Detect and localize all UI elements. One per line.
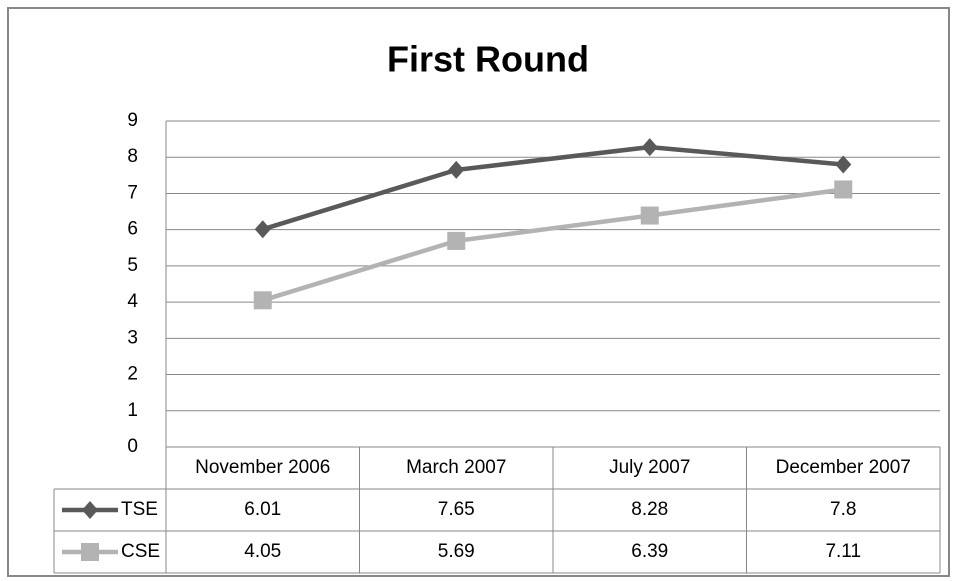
series-line [262, 187, 844, 303]
y-tick-label: 7 [127, 182, 138, 203]
data-point [447, 231, 466, 250]
chart-frame [7, 7, 950, 577]
table-value: 8.28 [631, 499, 668, 520]
series-line [262, 144, 844, 232]
x-tick-label: July 2007 [609, 457, 690, 478]
chart-title: First Round [387, 39, 589, 80]
x-tick-label: March 2007 [406, 457, 506, 478]
y-tick-label: 3 [127, 327, 138, 348]
legend-marker [82, 501, 98, 519]
legend-label: CSE [121, 541, 160, 562]
table-value: 7.65 [438, 499, 475, 520]
data-point [640, 206, 659, 225]
data-point [253, 291, 272, 310]
data-point [834, 180, 853, 199]
y-tick-label: 8 [127, 146, 138, 167]
table-value: 5.69 [438, 541, 475, 562]
y-tick-label: 4 [127, 291, 138, 312]
table-value: 7.8 [830, 499, 856, 520]
data-point [641, 138, 658, 157]
table-value: 7.11 [825, 541, 861, 562]
x-tick-label: November 2006 [195, 457, 330, 478]
table-value: 6.39 [631, 541, 668, 562]
y-tick-label: 9 [127, 110, 138, 131]
x-tick-label: December 2007 [776, 457, 911, 478]
legend-label: TSE [121, 499, 158, 520]
table-value: 6.01 [244, 499, 281, 520]
data-point [835, 155, 852, 174]
data-point [254, 220, 271, 239]
legend-marker [81, 543, 99, 561]
y-tick-label: 0 [127, 436, 138, 457]
table-value: 4.05 [244, 541, 281, 562]
data-point [448, 160, 465, 179]
y-tick-label: 2 [127, 364, 138, 385]
y-tick-label: 1 [127, 400, 138, 421]
y-tick-label: 5 [127, 255, 138, 276]
y-tick-label: 6 [127, 219, 138, 240]
